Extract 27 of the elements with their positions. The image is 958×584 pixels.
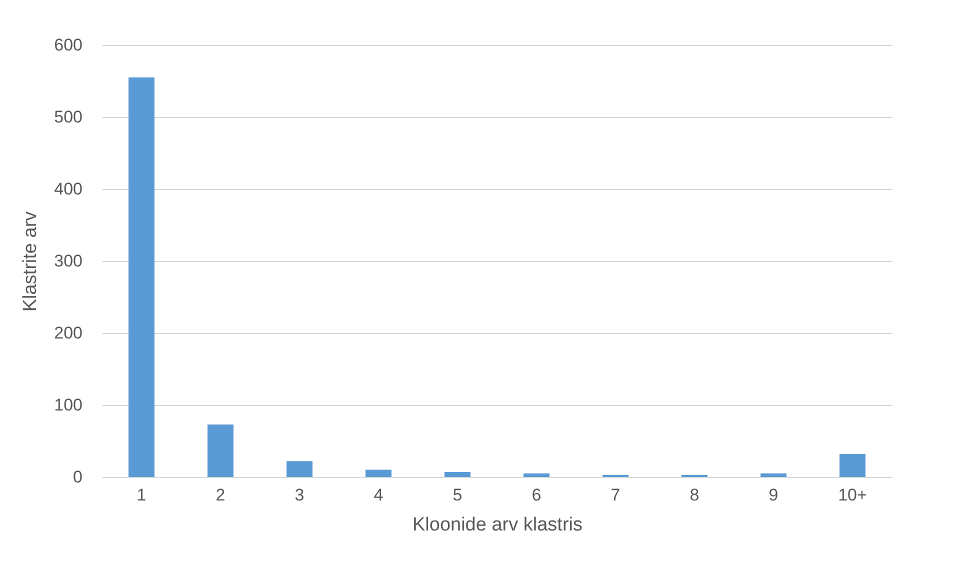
bar <box>840 454 866 477</box>
y-tick-label: 400 <box>54 180 82 198</box>
bar <box>760 473 786 477</box>
x-tick-label: 10+ <box>838 486 867 504</box>
x-tick-label: 8 <box>690 486 700 504</box>
x-tick-label: 3 <box>294 486 304 504</box>
bar <box>128 77 154 477</box>
bar <box>286 461 312 477</box>
x-tick-label: 6 <box>532 486 542 504</box>
y-tick-label: 600 <box>54 36 82 54</box>
bar <box>208 424 234 477</box>
x-tick-label: 1 <box>136 486 146 504</box>
x-axis-title: Kloonide arv klastris <box>412 514 583 536</box>
x-tick-label: 2 <box>216 486 226 504</box>
bar <box>524 473 550 477</box>
y-tick-label: 200 <box>54 324 82 342</box>
x-tick-label: 7 <box>610 486 620 504</box>
y-tick-label: 500 <box>54 108 82 126</box>
x-tick-label: 5 <box>452 486 462 504</box>
bar <box>366 470 392 477</box>
y-tick-label: 100 <box>54 396 82 414</box>
x-tick-label: 4 <box>374 486 384 504</box>
bar <box>444 472 470 477</box>
y-tick-label: 300 <box>54 252 82 270</box>
y-axis-title: Klastrite arv <box>20 210 42 312</box>
x-tick-label: 9 <box>768 486 778 504</box>
y-tick-label: 0 <box>73 468 82 486</box>
